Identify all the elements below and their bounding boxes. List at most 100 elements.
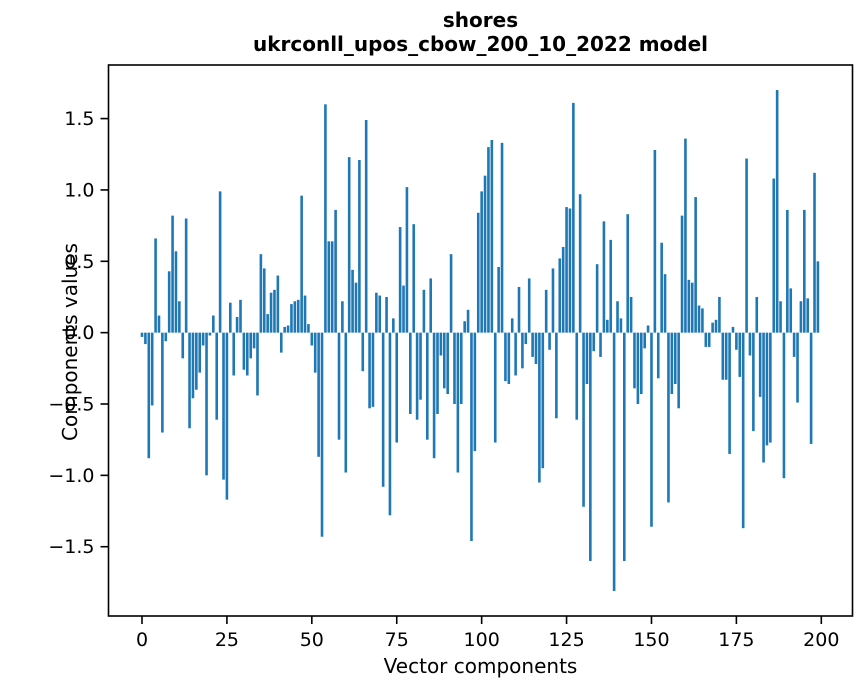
bar <box>191 332 195 399</box>
bar <box>144 332 147 345</box>
x-axis-label: Vector components <box>383 654 578 678</box>
bar <box>799 301 803 333</box>
bar <box>293 301 297 333</box>
bar <box>731 326 735 333</box>
bar <box>324 104 327 333</box>
y-tick-label: 0.0 <box>64 322 94 344</box>
bar <box>286 325 290 333</box>
bar <box>273 289 276 333</box>
bar <box>442 332 446 389</box>
bar <box>782 332 786 479</box>
bar <box>419 332 422 400</box>
bar <box>269 292 273 333</box>
bar <box>582 332 585 507</box>
bar <box>606 319 609 333</box>
bar <box>334 209 337 333</box>
bar <box>646 325 650 333</box>
bar <box>803 209 806 333</box>
bar <box>361 332 365 372</box>
bar <box>667 332 670 503</box>
bar <box>551 268 555 333</box>
bar <box>201 332 205 346</box>
bar <box>385 296 388 333</box>
axes-frame <box>107 64 854 617</box>
bar <box>517 286 521 333</box>
bar <box>728 332 731 454</box>
bar <box>592 332 596 352</box>
bar <box>466 309 470 333</box>
bar <box>446 332 449 395</box>
bar <box>673 332 677 385</box>
bar <box>422 289 426 333</box>
bar <box>786 209 789 333</box>
bar <box>578 194 582 333</box>
bar <box>262 268 266 333</box>
bar <box>398 227 402 333</box>
bar <box>222 332 225 480</box>
bar <box>755 296 759 333</box>
bar <box>358 159 361 333</box>
x-tick-label: 175 <box>718 629 754 651</box>
bar <box>327 241 331 333</box>
bar <box>449 254 453 333</box>
bar <box>480 191 483 333</box>
chart-title: shores ukrconll_upos_cbow_200_10_2022 mo… <box>108 8 853 56</box>
bar <box>741 332 745 529</box>
bar <box>656 332 660 379</box>
bar <box>276 275 280 333</box>
bar <box>205 332 208 476</box>
bar <box>636 332 640 404</box>
bar <box>752 332 755 432</box>
bar <box>497 267 500 333</box>
bar <box>521 332 524 369</box>
bar <box>249 332 252 359</box>
bar <box>473 332 477 452</box>
bar <box>351 269 354 333</box>
bar <box>140 332 144 337</box>
bar <box>555 332 558 419</box>
bar <box>239 299 242 333</box>
bar <box>161 332 164 433</box>
bar <box>212 315 215 333</box>
x-tick-label: 100 <box>464 629 500 651</box>
bar <box>626 214 629 333</box>
bar <box>296 299 300 333</box>
bar <box>405 187 409 333</box>
bar <box>735 332 738 350</box>
bar <box>320 332 324 537</box>
bar <box>718 296 721 333</box>
bar <box>198 332 202 373</box>
x-tick-label: 200 <box>803 629 839 651</box>
bar <box>310 332 314 346</box>
bar <box>684 138 687 333</box>
bar <box>745 158 748 333</box>
bar <box>337 332 341 440</box>
bar <box>538 332 541 483</box>
bar <box>524 332 528 345</box>
bar <box>507 332 511 385</box>
bar <box>663 274 667 333</box>
x-tick-label: 0 <box>136 629 148 651</box>
bar <box>432 332 436 459</box>
bar <box>364 120 368 333</box>
bar <box>714 319 718 333</box>
chart-title-line1: shores <box>442 8 519 32</box>
bar <box>490 139 494 333</box>
bar <box>453 332 456 404</box>
bar <box>307 324 310 333</box>
bar <box>232 332 236 376</box>
bar <box>510 318 514 333</box>
bar <box>476 212 480 333</box>
bar <box>677 332 680 409</box>
x-tick-label: 125 <box>548 629 584 651</box>
bar <box>701 308 704 333</box>
bar <box>303 295 307 333</box>
bar <box>575 332 579 420</box>
bar <box>354 282 358 333</box>
bar <box>531 332 534 357</box>
y-tick-label: 1.5 <box>64 108 94 130</box>
bar <box>242 332 246 370</box>
bar <box>252 332 256 349</box>
